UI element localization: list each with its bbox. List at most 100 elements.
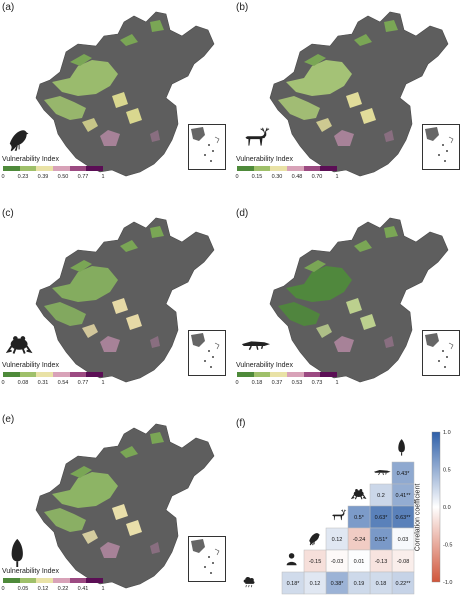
colorbar-c: [3, 372, 104, 377]
frog-icon: [350, 489, 367, 500]
matrix-cell-value: 0.43*: [397, 471, 411, 477]
tick-label: 0.48: [291, 174, 303, 180]
matrix-cell-value: 0.01: [354, 559, 365, 565]
tick-label: 1: [335, 380, 339, 386]
legend-title-c: Vulnerability Index: [2, 362, 59, 369]
crocodile-icon: [241, 341, 270, 351]
south-china-sea-inset-b: [422, 124, 460, 170]
tick-label: 1: [101, 174, 105, 180]
colorbar-tick-label: -0.5: [443, 543, 452, 549]
legend-title-e: Vulnerability Index: [2, 568, 59, 575]
tick-label: 0.12: [37, 586, 49, 592]
frog-icon: [6, 336, 33, 354]
matrix-cell-value: 0.63*: [375, 515, 389, 521]
south-china-sea-inset-d: [422, 330, 460, 376]
deer-icon: [245, 127, 270, 146]
bird-icon: [309, 533, 321, 546]
colorbar-b: [237, 166, 338, 171]
colorbar-d: [237, 372, 338, 377]
tick-label: 0.53: [291, 380, 303, 386]
china-map-e: [35, 423, 215, 589]
map-panel-e: (e) Vulnerability Index: [0, 412, 230, 612]
person-icon: [286, 553, 297, 566]
tick-label: 0.73: [311, 380, 323, 386]
china-map-a: [35, 11, 215, 177]
panel-label-d: (d): [236, 208, 249, 219]
matrix-cell-value: -0.13: [375, 559, 388, 565]
china-map-d: [269, 217, 449, 383]
matrix-cell-value: 0.19: [354, 581, 365, 587]
map-panel-c: (c) Vulnerability Index: [0, 206, 230, 406]
tick-label: 0: [235, 380, 239, 386]
panel-label-f: (f): [236, 418, 246, 429]
matrix-cell-value: 0.51*: [375, 537, 389, 543]
cloud-rain-icon: [243, 577, 255, 588]
tree-icon: [398, 439, 405, 456]
correlation-matrix: 0.43* 0.41** 0.2 0.63** 0.63* 0.5* 0.03 0.51* -0…: [243, 430, 452, 595]
tick-label: 0: [1, 380, 5, 386]
matrix-cell-value: 0.5*: [354, 515, 365, 521]
south-china-sea-inset-e: [188, 536, 226, 582]
legend-title-b: Vulnerability Index: [236, 156, 293, 163]
matrix-cell-value: 0.2: [377, 493, 385, 499]
matrix-cell-value: 0.18: [376, 581, 387, 587]
colorbar-tick-label: 1.0: [443, 430, 451, 436]
tick-label: 0: [1, 586, 5, 592]
colorbar-tick-label: 0.0: [443, 505, 451, 511]
matrix-cell-value: 0.12: [332, 537, 343, 543]
matrix-cell-value: 0.03: [398, 537, 409, 543]
tick-label: 1: [101, 380, 105, 386]
tick-label: 0.23: [17, 174, 29, 180]
tick-label: 0.31: [37, 380, 49, 386]
tick-label: 0.77: [77, 174, 89, 180]
map-panel-a: (a) Vulnerability Index: [0, 0, 230, 200]
map-panel-d: (d) Vulnerability Index: [234, 206, 464, 406]
tick-label: 0.54: [57, 380, 69, 386]
colorbar-e: [3, 578, 104, 583]
matrix-cell-value: 0.18*: [287, 581, 301, 587]
tick-label: 0.77: [77, 380, 89, 386]
matrix-cell-value: 0.22**: [396, 581, 412, 587]
tick-label: 1: [101, 586, 105, 592]
map-panel-b: (b) Vulnerability Index: [234, 0, 464, 200]
panel-label-a: (a): [2, 2, 15, 13]
china-map-b: [269, 11, 449, 177]
tick-label: 1: [335, 174, 339, 180]
matrix-cell-value: 0.38*: [331, 581, 345, 587]
south-china-sea-inset-a: [188, 124, 226, 170]
crocodile-icon: [374, 470, 391, 476]
panel-label-c: (c): [2, 208, 14, 219]
matrix-cell-value: -0.15: [309, 559, 322, 565]
matrix-cell-value: -0.08: [397, 559, 410, 565]
tick-label: 0.70: [311, 174, 323, 180]
matrix-cell-value: -0.24: [353, 537, 366, 543]
legend-title-a: Vulnerability Index: [2, 156, 59, 163]
tick-label: 0.22: [57, 586, 69, 592]
tick-label: 0.05: [17, 586, 29, 592]
tree-icon: [11, 538, 23, 567]
matrix-cell-value: 0.12: [310, 581, 321, 587]
tick-label: 0.41: [77, 586, 89, 592]
tick-label: 0.50: [57, 174, 69, 180]
correlation-colorbar: [431, 431, 441, 583]
bird-icon: [9, 130, 29, 152]
tick-label: 0.08: [17, 380, 29, 386]
panel-label-e: (e): [2, 414, 15, 425]
tick-label: 0.39: [37, 174, 49, 180]
tick-label: 0: [235, 174, 239, 180]
legend-title-d: Vulnerability Index: [236, 362, 293, 369]
colorbar-tick-label: 0.5: [443, 468, 451, 474]
matrix-cell-value: 0.63**: [396, 515, 412, 521]
correlation-panel: (f) 0.43* 0.41** 0.2 0.63** 0.63* 0.5* 0.03 0.5…: [236, 418, 464, 600]
matrix-cell: [281, 571, 305, 595]
matrix-cell-value: 0.41**: [396, 493, 412, 499]
tick-label: 0.15: [251, 174, 263, 180]
correlation-colorbar-title: Correlation coefficient: [414, 483, 422, 552]
tick-label: 0: [1, 174, 5, 180]
colorbar-a: [3, 166, 104, 171]
tick-label: 0.37: [271, 380, 283, 386]
matrix-cell-value: -0.03: [331, 559, 344, 565]
tick-label: 0.30: [271, 174, 283, 180]
south-china-sea-inset-c: [188, 330, 226, 376]
tick-label: 0.18: [251, 380, 263, 386]
